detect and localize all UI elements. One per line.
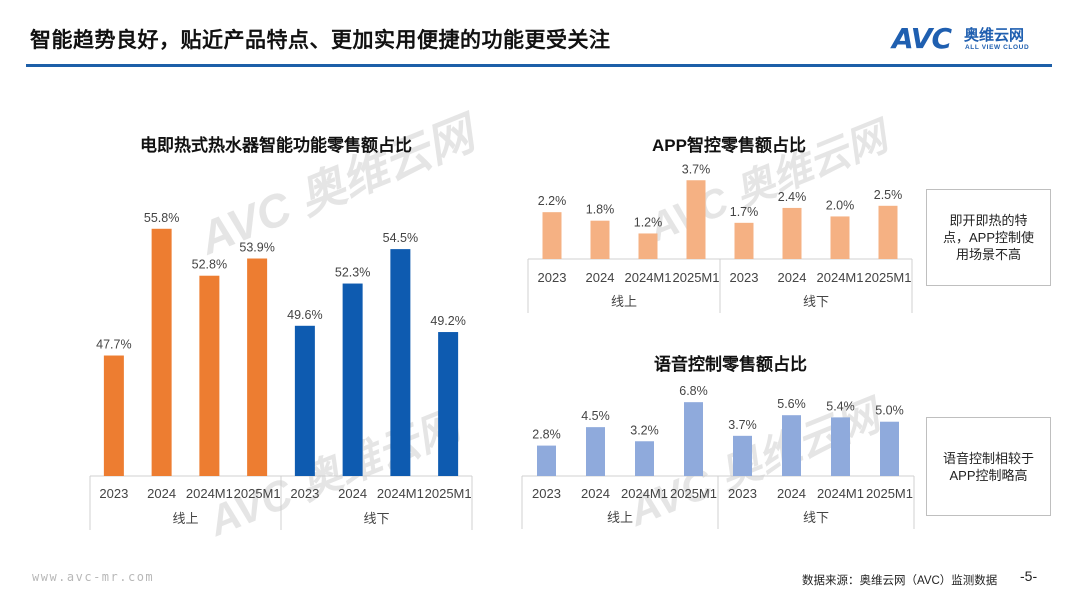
bar <box>537 445 556 476</box>
tick-label: 2024M1 <box>621 486 668 501</box>
tick-label: 2025M1 <box>865 270 912 285</box>
bar <box>151 228 172 476</box>
data-label: 52.8% <box>192 258 227 272</box>
bar <box>782 415 801 476</box>
data-label: 52.3% <box>335 266 370 280</box>
data-source: 数据来源：奥维云网（AVC）监测数据 <box>802 575 998 587</box>
tick-label: 2025M1 <box>673 270 720 285</box>
tick-label: 2024 <box>777 486 806 501</box>
tick-label: 2024M1 <box>186 486 233 501</box>
data-label: 1.2% <box>634 215 663 229</box>
chart-title-voice: 语音控制零售额占比 <box>654 355 807 374</box>
tick-label: 2024 <box>586 270 615 285</box>
bar <box>247 258 268 476</box>
data-label: 5.6% <box>777 397 806 411</box>
data-label: 3.7% <box>728 418 757 432</box>
bar <box>542 212 562 259</box>
bar <box>635 441 654 476</box>
tick-label: 2023 <box>532 486 561 501</box>
note-app-control: 即开即热的特点，APP控制使用场景不高 <box>926 189 1051 286</box>
group-label: 线上 <box>607 510 633 525</box>
bar <box>830 216 850 259</box>
tick-label: 2025M1 <box>425 486 472 501</box>
data-label: 49.2% <box>430 314 465 328</box>
bar <box>880 421 899 476</box>
data-label: 53.9% <box>239 241 274 255</box>
tick-label: 2024M1 <box>817 486 864 501</box>
bar <box>638 233 658 259</box>
data-label: 6.8% <box>679 384 708 398</box>
data-label: 49.6% <box>287 308 322 322</box>
bar <box>831 417 850 476</box>
data-label: 3.7% <box>682 162 711 176</box>
data-label: 5.0% <box>875 404 904 418</box>
bar <box>586 427 605 476</box>
tick-label: 2023 <box>728 486 757 501</box>
tick-label: 2023 <box>538 270 567 285</box>
data-label: 4.5% <box>581 409 610 423</box>
group-label: 线下 <box>803 510 829 525</box>
tick-label: 2024 <box>147 486 176 501</box>
bar <box>590 220 610 259</box>
data-label: 55.8% <box>144 211 179 225</box>
data-label: 2.4% <box>778 190 807 204</box>
data-label: 2.0% <box>826 198 855 212</box>
header-divider <box>26 64 1052 67</box>
chart-title-smart: 电即热式热水器智能功能零售额占比 <box>140 136 412 155</box>
bar <box>734 222 754 259</box>
data-label: 1.7% <box>730 205 759 219</box>
tick-label: 2024 <box>778 270 807 285</box>
data-label: 3.2% <box>630 423 659 437</box>
bar <box>686 180 706 259</box>
data-label: 47.7% <box>96 338 131 352</box>
tick-label: 2025M1 <box>234 486 281 501</box>
bar <box>878 205 898 259</box>
bar <box>294 325 315 476</box>
data-label: 1.8% <box>586 203 615 217</box>
data-label: 2.2% <box>538 194 567 208</box>
group-label: 线上 <box>611 294 637 309</box>
tick-label: 2025M1 <box>670 486 717 501</box>
avc-logo: AVC 奥维云网 ALL VIEW CLOUD <box>888 22 1056 58</box>
website-watermark: www.avc-mr.com <box>32 570 155 584</box>
bar <box>199 275 220 476</box>
group-label: 线下 <box>803 294 829 309</box>
group-label: 线上 <box>172 511 198 526</box>
tick-label: 2024M1 <box>377 486 424 501</box>
tick-label: 2024 <box>581 486 610 501</box>
bar <box>438 332 459 476</box>
bar <box>782 207 802 259</box>
logo-name-cn: 奥维云网 <box>964 27 1025 44</box>
bar <box>733 435 752 476</box>
tick-label: 2023 <box>730 270 759 285</box>
logo-name-en: ALL VIEW CLOUD <box>965 44 1030 51</box>
bar <box>684 402 703 476</box>
tick-label: 2025M1 <box>866 486 913 501</box>
note-voice-control: 语音控制相较于APP控制略高 <box>926 417 1051 516</box>
bar <box>103 355 124 476</box>
tick-label: 2023 <box>99 486 128 501</box>
bar <box>342 283 363 476</box>
tick-label: 2024M1 <box>817 270 864 285</box>
data-label: 2.8% <box>532 428 561 442</box>
data-label: 2.5% <box>874 188 903 202</box>
tick-label: 2024M1 <box>625 270 672 285</box>
group-label: 线下 <box>363 511 389 526</box>
bar <box>390 249 411 476</box>
chart-title-app: APP智控零售额占比 <box>652 136 806 155</box>
page-number: -5- <box>1020 568 1038 584</box>
data-label: 54.5% <box>383 231 418 245</box>
tick-label: 2024 <box>338 486 367 501</box>
logo-mark: AVC <box>892 22 952 55</box>
data-label: 5.4% <box>826 399 855 413</box>
page-title: 智能趋势良好，贴近产品特点、更加实用便捷的功能更受关注 <box>30 29 611 52</box>
tick-label: 2023 <box>290 486 319 501</box>
